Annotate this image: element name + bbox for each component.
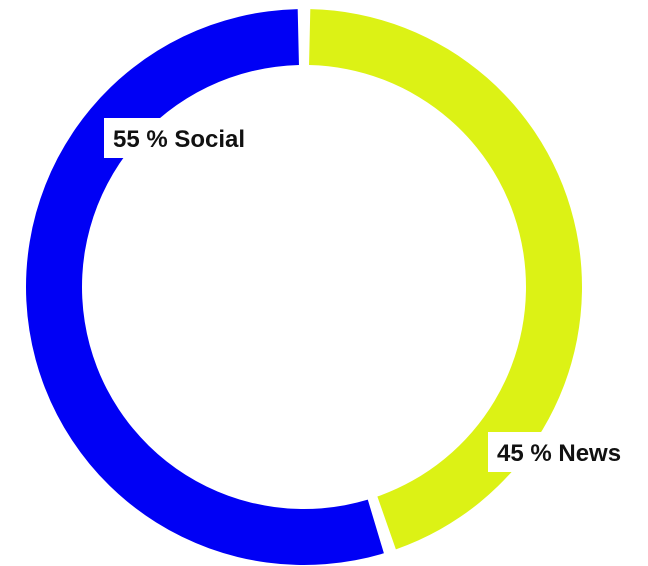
slice-label-text: 55 % Social: [113, 126, 245, 153]
slice-label-social: 55 % Social: [104, 118, 274, 158]
slices-layer: [26, 9, 582, 566]
slice-news: [309, 9, 582, 550]
slice-label-background: [488, 432, 640, 472]
labels-layer: 45 % News 55 % Social: [104, 118, 640, 472]
slice-label-news: 45 % News: [488, 432, 640, 472]
slice-label-text: 45 % News: [497, 440, 621, 467]
slice-social: [26, 9, 384, 566]
slice-label-background: [104, 118, 274, 158]
